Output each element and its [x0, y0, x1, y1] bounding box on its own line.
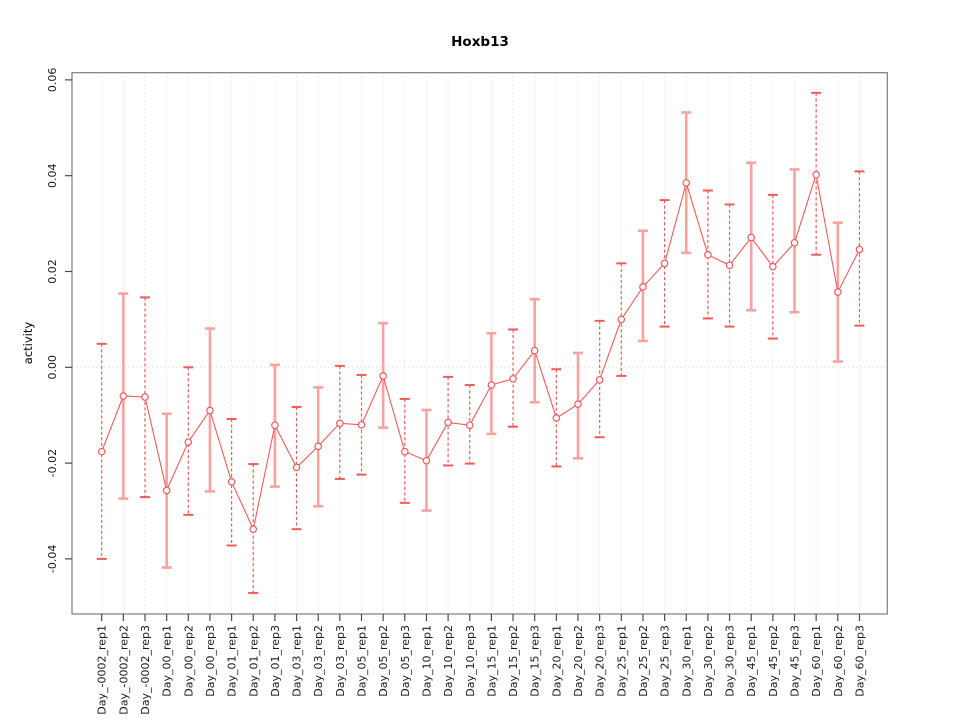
x-tick-label: Day_20_rep2: [572, 625, 585, 697]
x-tick-label: Day_00_rep2: [182, 625, 195, 697]
x-tick-label: Day_25_rep1: [615, 625, 628, 697]
data-point-marker: [292, 463, 301, 472]
x-tick-label: Day_45_rep3: [789, 625, 802, 697]
data-point-marker: [725, 261, 734, 270]
data-point-marker: [704, 250, 712, 259]
x-tick-label: Day_-0002_rep3: [139, 625, 152, 715]
data-point-marker: [206, 406, 214, 415]
data-point-marker: [660, 259, 669, 268]
data-point-marker: [314, 442, 323, 451]
x-tick-label: Day_30_rep2: [702, 625, 715, 697]
x-tick-label: Day_-0002_rep1: [96, 625, 109, 715]
y-tick-label: 0.04: [46, 163, 59, 188]
y-tick-label: 0.06: [46, 68, 59, 93]
data-point-marker: [227, 477, 236, 486]
x-tick-label: Day_00_rep3: [204, 625, 217, 697]
data-point-marker: [552, 414, 561, 422]
data-point-marker: [357, 420, 366, 429]
x-tick-label: Day_60_rep3: [853, 625, 866, 697]
x-tick-label: Day_15_rep1: [485, 625, 498, 697]
x-tick-label: Day_05_rep3: [399, 625, 412, 697]
data-point-marker: [833, 288, 842, 296]
x-tick-label: Day_45_rep2: [767, 625, 780, 697]
x-tick-label: Day_-0002_rep2: [117, 625, 130, 715]
x-tick-label: Day_15_rep2: [507, 625, 520, 697]
data-point-marker: [97, 447, 106, 456]
chart-title: Hoxb13: [451, 34, 509, 50]
data-point-marker: [336, 419, 344, 428]
x-tick-label: Day_10_rep1: [420, 625, 433, 697]
data-point-marker: [747, 233, 756, 242]
data-point-marker: [617, 315, 626, 324]
data-point-marker: [574, 400, 582, 408]
data-point-marker: [530, 346, 539, 355]
x-tick-label: Day_25_rep2: [637, 625, 650, 697]
x-tick-label: Day_00_rep1: [161, 625, 174, 697]
x-tick-label: Day_05_rep2: [377, 625, 390, 697]
y-tick-label: 0.02: [46, 259, 59, 284]
data-line: [101, 174, 860, 531]
x-tick-label: Day_10_rep2: [442, 625, 455, 697]
x-tick-label: Day_20_rep1: [550, 625, 563, 697]
data-point-marker: [769, 262, 777, 271]
x-tick-label: Day_30_rep1: [680, 625, 693, 697]
x-tick-label: Day_60_rep1: [810, 625, 823, 697]
x-tick-label: Day_60_rep2: [832, 625, 845, 697]
data-point-marker: [595, 375, 604, 384]
data-point-marker: [271, 421, 279, 430]
x-tick-label: Day_20_rep3: [594, 625, 607, 697]
data-point-marker: [682, 179, 691, 187]
data-point-marker: [162, 486, 171, 495]
y-tick-label: -0.04: [46, 545, 59, 573]
data-point-marker: [379, 372, 387, 380]
data-point-marker: [487, 381, 496, 389]
y-tick-label: 0.00: [46, 355, 59, 380]
plot-frame: [71, 72, 888, 615]
x-tick-label: Day_01_rep1: [226, 625, 239, 697]
x-tick-label: Day_03_rep2: [312, 625, 325, 697]
data-point-marker: [249, 525, 258, 534]
data-point-marker: [790, 238, 799, 247]
x-tick-label: Day_03_rep1: [291, 625, 304, 697]
data-point-marker: [141, 393, 149, 401]
data-point-marker: [119, 392, 128, 400]
x-tick-label: Day_45_rep1: [745, 625, 758, 697]
x-tick-label: Day_03_rep3: [334, 625, 347, 697]
data-point-marker: [444, 418, 452, 427]
data-point-marker: [400, 447, 409, 456]
data-point-marker: [422, 456, 431, 465]
x-tick-label: Day_25_rep3: [659, 625, 672, 697]
x-tick-label: Day_30_rep3: [724, 625, 737, 697]
x-tick-label: Day_10_rep3: [464, 625, 477, 697]
x-tick-label: Day_05_rep1: [356, 625, 369, 697]
x-tick-label: Day_01_rep3: [269, 625, 282, 697]
y-tick-label: -0.02: [46, 449, 59, 477]
x-tick-label: Day_01_rep2: [247, 625, 260, 697]
data-point-marker: [639, 283, 647, 291]
data-point-marker: [509, 374, 517, 383]
data-point-marker: [184, 438, 193, 446]
x-tick-label: Day_15_rep3: [529, 625, 542, 697]
data-point-marker: [812, 170, 820, 179]
data-point-marker: [855, 245, 864, 254]
data-point-marker: [465, 421, 474, 430]
